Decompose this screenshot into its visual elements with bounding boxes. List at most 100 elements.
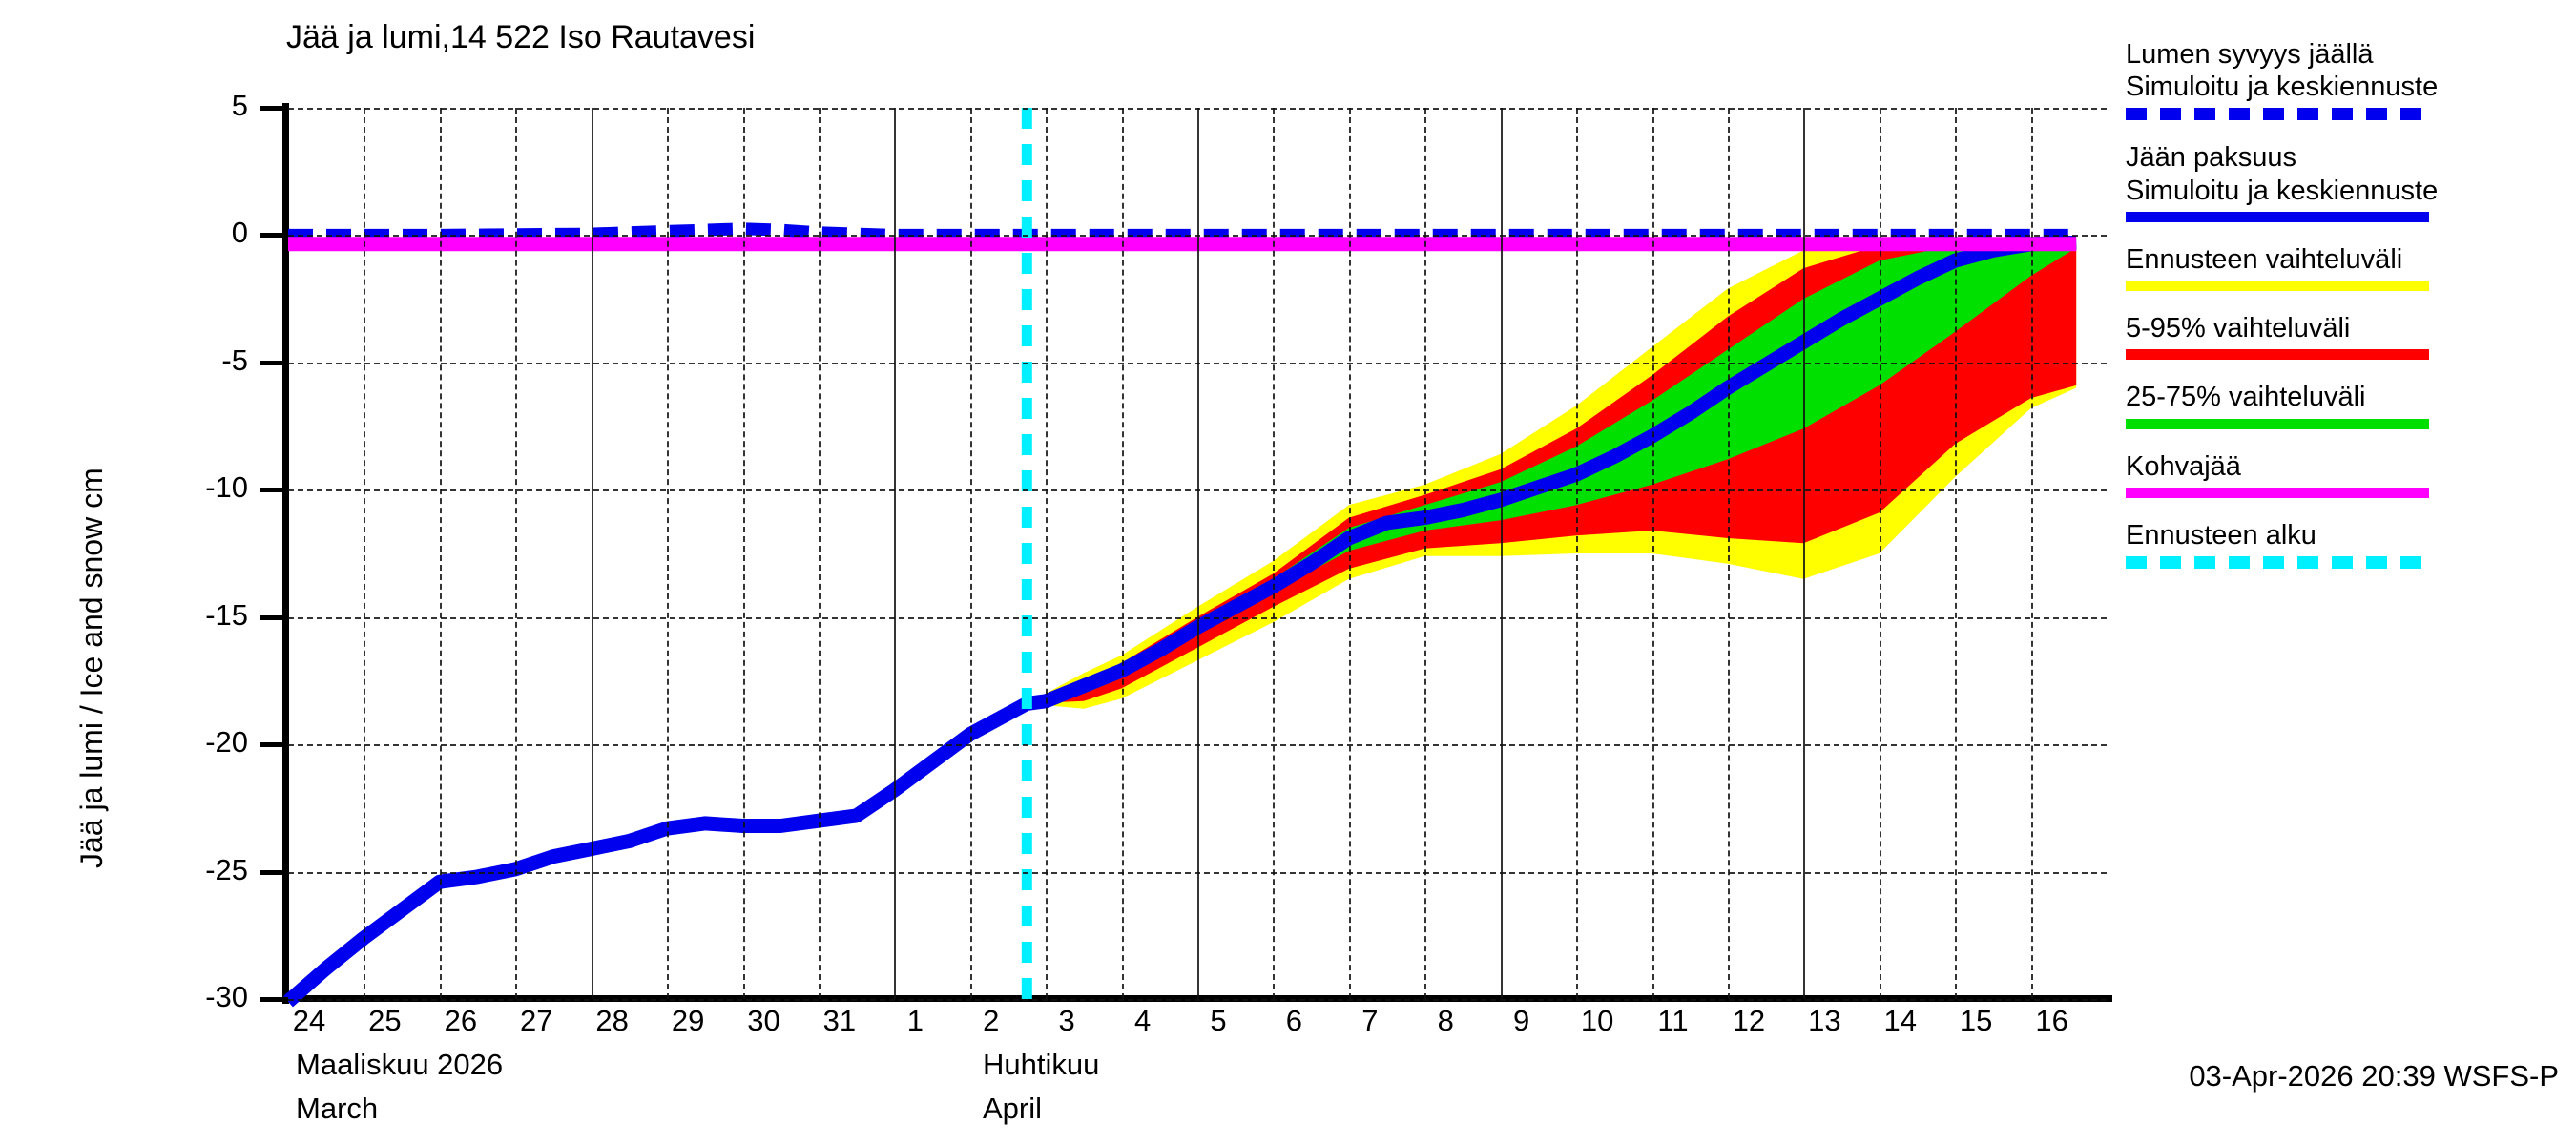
x-tick-label: 12	[1732, 1004, 1766, 1037]
page-title: Jää ja lumi,14 522 Iso Rautavesi	[286, 19, 756, 55]
y-axis-line	[282, 103, 289, 1004]
y-tick-mark	[260, 742, 288, 748]
x-tick-label: 30	[747, 1004, 780, 1037]
month-label-fi-april: Huhtikuu	[983, 1048, 1100, 1081]
x-gridline	[1348, 108, 1351, 999]
x-tick-label: 3	[1058, 1004, 1075, 1037]
x-tick-label: 6	[1285, 1004, 1303, 1037]
legend-item-forecast-start[interactable]: Ennusteen alku	[2126, 519, 2574, 569]
legend-item-ice-thickness[interactable]: Jään paksuus Simuloitu ja keskiennuste	[2126, 141, 2574, 222]
x-gridline	[1197, 108, 1199, 999]
x-gridline	[1803, 108, 1806, 999]
y-tick-label: -10	[205, 470, 248, 505]
y-tick-label: -5	[221, 343, 248, 377]
plot-area	[260, 106, 2107, 1008]
x-gridline	[2030, 108, 2033, 999]
legend-item-title: Jään paksuus	[2126, 142, 2296, 174]
x-gridline	[1955, 108, 1958, 999]
x-tick-label: 9	[1513, 1004, 1530, 1037]
x-gridline	[894, 108, 897, 999]
y-tick-mark	[260, 488, 288, 493]
y-tick-mark	[260, 106, 288, 111]
x-tick-label: 10	[1580, 1004, 1614, 1037]
x-tick-label: 7	[1361, 1004, 1379, 1037]
y-tick-label: -15	[205, 597, 248, 632]
legend-swatch	[2126, 211, 2429, 222]
legend-item-title: 5-95% vaihteluväli	[2126, 313, 2351, 344]
legend-item-title: Ennusteen alku	[2126, 519, 2316, 551]
legend-item-title: 25-75% vaihteluväli	[2126, 382, 2366, 413]
legend-item-subtitle: Simuloitu ja keskiennuste	[2126, 72, 2439, 103]
footer-timestamp: 03-Apr-2026 20:39 WSFS-P	[2189, 1059, 2559, 1093]
x-gridline	[591, 108, 593, 999]
y-tick-label: -30	[205, 980, 248, 1013]
x-tick-label: 2	[983, 1004, 1000, 1037]
legend-swatch	[2126, 418, 2429, 429]
y-tick-mark	[260, 869, 288, 875]
legend-item-range-5-95[interactable]: 5-95% vaihteluväli	[2126, 312, 2574, 361]
series-line	[283, 235, 2077, 1008]
legend-item-range-25-75[interactable]: 25-75% vaihteluväli	[2126, 381, 2574, 429]
x-gridline	[1273, 108, 1276, 999]
x-gridline	[969, 108, 972, 999]
x-gridline	[1652, 108, 1654, 999]
x-tick-label: 4	[1133, 1004, 1152, 1037]
x-gridline	[1576, 108, 1579, 999]
legend-item-snow-depth[interactable]: Lumen syvyys jäällä Simuloitu ja keskienn…	[2126, 38, 2574, 121]
x-gridline	[1500, 108, 1503, 999]
legend-item-title: Kohvajää	[2126, 450, 2241, 482]
legend-swatch	[2126, 108, 2429, 121]
x-gridline	[1727, 108, 1730, 999]
legend-item-title: Lumen syvyys jäällä	[2126, 39, 2374, 70]
month-label-en-march: March	[296, 1092, 379, 1125]
x-tick-label: 11	[1657, 1004, 1689, 1037]
y-tick-label: -25	[205, 852, 248, 886]
legend-swatch	[2126, 487, 2429, 498]
month-label-en-april: April	[983, 1092, 1043, 1125]
x-tick-label: 15	[1959, 1004, 1993, 1037]
x-gridline	[1424, 108, 1427, 999]
legend-item-forecast-range[interactable]: Ennusteen vaihteluväli	[2126, 243, 2574, 292]
y-tick-label: 5	[231, 89, 248, 122]
x-gridline	[1879, 108, 1881, 999]
y-gridline	[288, 999, 2107, 1001]
y-axis-title: Jää ja lumi / Ice and snow cm	[74, 468, 109, 868]
plot-svg	[283, 108, 2077, 1008]
y-tick-mark	[260, 997, 288, 1002]
legend-swatch	[2126, 349, 2429, 361]
y-tick-mark	[260, 233, 288, 239]
x-gridline	[1121, 108, 1124, 999]
legend-swatch	[2126, 281, 2429, 292]
x-tick-label: 28	[595, 1004, 629, 1037]
x-tick-label: 16	[2035, 1004, 2068, 1037]
month-label-fi-march: Maaliskuu 2026	[296, 1048, 504, 1081]
x-tick-label: 24	[292, 1004, 326, 1037]
y-tick-mark	[260, 614, 288, 620]
x-gridline	[364, 108, 366, 999]
band-00e000	[1027, 243, 2077, 704]
x-gridline	[439, 108, 442, 999]
legend: Lumen syvyys jäällä Simuloitu ja keskienn…	[2126, 38, 2574, 590]
x-gridline	[742, 108, 745, 999]
legend-item-subtitle: Simuloitu ja keskiennuste	[2126, 175, 2439, 206]
x-gridline	[515, 108, 518, 999]
x-gridline	[818, 108, 821, 999]
x-gridline	[667, 108, 670, 999]
x-gridline	[1046, 108, 1049, 999]
x-tick-label: 14	[1883, 1004, 1917, 1037]
legend-item-slush-ice[interactable]: Kohvajää	[2126, 450, 2574, 498]
legend-swatch	[2126, 555, 2429, 569]
x-tick-label: 1	[906, 1004, 924, 1037]
x-tick-label: 26	[444, 1004, 478, 1037]
y-tick-mark	[260, 360, 288, 365]
y-tick-label: 0	[231, 216, 248, 250]
x-tick-label: 8	[1437, 1004, 1454, 1037]
series-line	[288, 222, 2077, 241]
x-tick-label: 25	[368, 1004, 402, 1037]
x-tick-label: 31	[822, 1004, 857, 1037]
y-tick-label: -20	[205, 725, 248, 760]
x-tick-label: 5	[1210, 1004, 1227, 1037]
x-tick-label: 29	[671, 1004, 705, 1037]
x-tick-label: 13	[1808, 1004, 1841, 1037]
